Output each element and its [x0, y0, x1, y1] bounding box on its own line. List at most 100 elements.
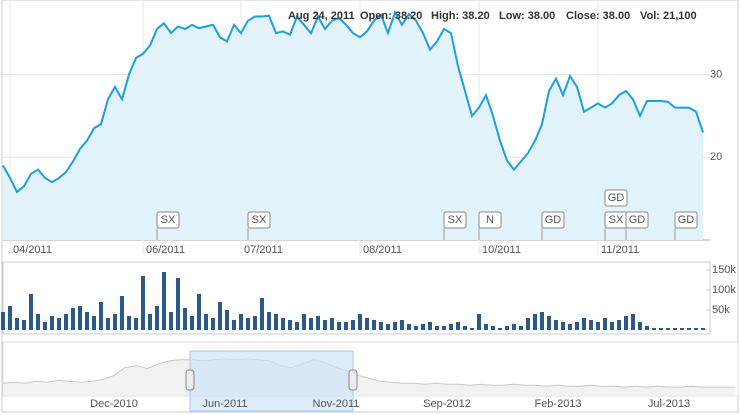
volume-bar [225, 310, 229, 330]
flag-label: SX [161, 214, 176, 226]
x-tick-label: 11/2011 [601, 244, 639, 256]
volume-bar [204, 314, 208, 330]
flag-label: GD [678, 214, 695, 226]
volume-bar [162, 272, 166, 330]
volume-bar [603, 318, 607, 330]
volume-bar [463, 326, 467, 330]
flag [156, 211, 180, 229]
flag-label: SX [609, 214, 624, 226]
volume-bar [624, 316, 628, 330]
flag-label: SX [252, 214, 267, 226]
navigator-label: Feb-2013 [534, 398, 581, 410]
volume-bar [547, 316, 551, 330]
volume-bar [400, 320, 404, 330]
volume-bar [610, 322, 614, 330]
tooltip-item: Close: 38.00 [566, 10, 630, 22]
volume-panel [2, 261, 711, 335]
volume-bar [57, 318, 61, 330]
volume-bar [267, 312, 271, 330]
volume-bar [575, 322, 579, 330]
volume-bar [435, 326, 439, 330]
volume-bar [71, 308, 75, 330]
volume-bar [596, 322, 600, 330]
navigator-label: Sep-2012 [423, 398, 471, 410]
volume-bar [379, 322, 383, 330]
volume-bar [526, 318, 530, 330]
flag [443, 211, 467, 229]
volume-bar [274, 314, 278, 330]
volume-bar [337, 322, 341, 330]
flag-label: N [486, 214, 494, 226]
volume-bar [176, 278, 180, 330]
x-tick-label: 10/2011 [482, 244, 521, 256]
volume-bar [407, 324, 411, 330]
navigator-line [2, 358, 736, 388]
flag-label: GD [545, 214, 562, 226]
navigator-label: Jul-2013 [648, 398, 690, 410]
volume-bar [134, 318, 138, 330]
volume-bar [43, 322, 47, 330]
navigator-selection[interactable] [189, 350, 354, 412]
y-tick-label: 30 [710, 68, 722, 80]
navigator-handle[interactable] [348, 369, 358, 391]
flag [478, 211, 502, 229]
volume-bar [554, 320, 558, 330]
navigator-label: Nov-2011 [313, 398, 360, 410]
tooltip-item: Open: 38.20 [360, 10, 422, 22]
tooltip-item: Vol: 21,100 [640, 10, 697, 22]
volume-bar [344, 322, 348, 330]
flag [625, 211, 649, 229]
volume-bar [99, 302, 103, 330]
volume-bar [505, 326, 509, 330]
volume-bar [631, 314, 635, 330]
volume-bar [141, 276, 145, 330]
volume-bar [127, 316, 131, 330]
volume-bar [519, 326, 523, 330]
volume-bar [50, 316, 54, 330]
volume-bar [365, 318, 369, 330]
y-tick-label: 100k [712, 284, 736, 296]
flag-label: SX [448, 214, 463, 226]
volume-bar [540, 312, 544, 330]
volume-bar [666, 328, 670, 330]
volume-bar [155, 306, 159, 330]
volume-bar [106, 318, 110, 330]
volume-bar [78, 306, 82, 330]
x-tick-label: 08/2011 [363, 244, 402, 256]
volume-bar [680, 328, 684, 330]
volume-bar [211, 318, 215, 330]
volume-bar [589, 320, 593, 330]
volume-bar [1, 312, 5, 330]
volume-bar [351, 320, 355, 330]
volume-bar [330, 318, 334, 330]
volume-bar [358, 314, 362, 330]
volume-bar [22, 320, 26, 330]
volume-bar [659, 328, 663, 330]
volume-bar [561, 322, 565, 330]
volume-bar [414, 326, 418, 330]
navigator-handle[interactable] [185, 369, 195, 391]
volume-bar [148, 314, 152, 330]
volume-bar [687, 328, 691, 330]
volume-bar [260, 298, 264, 330]
volume-bar [36, 314, 40, 330]
volume-bar [316, 316, 320, 330]
volume-bar [323, 320, 327, 330]
tooltip-date: Aug 24, 2011 [288, 10, 355, 22]
volume-bar [449, 324, 453, 330]
flag-label: GD [629, 214, 646, 226]
flag [541, 211, 565, 229]
volume-bar [421, 324, 425, 330]
volume-bar [673, 328, 677, 330]
tooltip: Aug 24, 2011 Open: 38.20 High: 38.20 Low… [288, 10, 697, 22]
volume-bar [568, 324, 572, 330]
volume-bar [232, 320, 236, 330]
volume-bar [92, 316, 96, 330]
volume-bar [533, 314, 537, 330]
y-tick-label: 50k [712, 304, 730, 316]
tooltip-item: Low: 38.00 [499, 10, 555, 22]
volume-bar [638, 322, 642, 330]
volume-bar [64, 314, 68, 330]
flag [247, 211, 271, 229]
